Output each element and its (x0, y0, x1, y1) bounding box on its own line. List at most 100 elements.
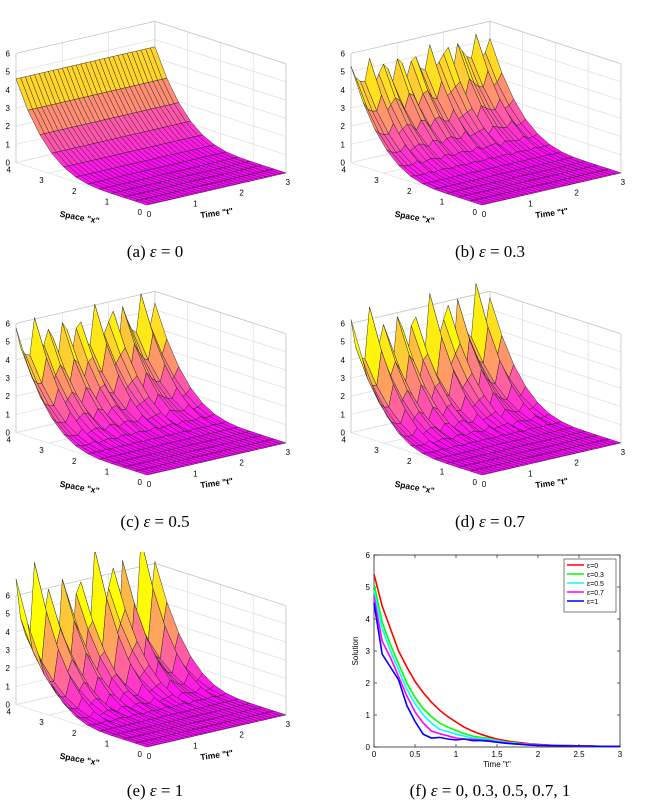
legend-label: ε=0.7 (587, 590, 604, 597)
x-tick-label: 1 (440, 197, 445, 206)
x-axis-label: Time "t" (483, 760, 511, 769)
x-tick-label: 4 (7, 436, 12, 445)
surface-mesh (350, 33, 622, 206)
x-tick-label: 0 (138, 478, 143, 487)
z-tick-label: 5 (341, 68, 346, 77)
x-tick-label: 3 (39, 176, 44, 185)
legend-label: ε=0.5 (587, 581, 604, 588)
x-axis-label: Space "x" (59, 209, 100, 226)
x-tick-label: 4 (7, 708, 12, 717)
caption-epsilon: ε (430, 781, 438, 800)
axis-edge (154, 562, 287, 607)
z-tick-label: 2 (6, 392, 11, 401)
legend-label: ε=1 (587, 599, 598, 606)
x-tick-label: 0 (138, 208, 143, 217)
z-tick-label: 0 (341, 429, 346, 438)
axis-edge (489, 290, 622, 335)
t-tick-label: 0 (482, 480, 487, 489)
series-line (373, 602, 620, 748)
t-tick-label: 1 (528, 469, 533, 478)
axis-edge (350, 290, 490, 324)
z-tick-label: 5 (6, 610, 11, 619)
t-axis-label: Time "t" (200, 206, 234, 220)
x-tick-label: 3 (374, 176, 379, 185)
z-tick-label: 4 (6, 356, 11, 365)
z-tick-label: 5 (6, 68, 11, 77)
line-chart-panel-f: 0 0.5 1 1.5 2 2.5 3 0 1 2 3 4 5 6 Time "t" Solution ε=0 ε… (340, 547, 640, 777)
surface-plot-b: 0123456012301234Solution "Y(t,x)"Time "t… (341, 20, 626, 226)
t-tick-label: 0 (147, 480, 152, 489)
y-tick-label: 3 (366, 647, 371, 656)
x-tick-label: 2 (407, 457, 412, 466)
x-tick-label: 2.5 (573, 750, 585, 759)
x-tick-label: 1 (105, 197, 110, 206)
x-tick-label: 0 (372, 750, 377, 759)
caption-epsilon: ε (143, 512, 151, 531)
legend-box (563, 558, 617, 613)
t-tick-label: 1 (193, 199, 198, 208)
t-axis-label: Time "t" (200, 748, 234, 762)
y-tick-label: 2 (366, 679, 371, 688)
x-tick-label: 4 (7, 166, 12, 175)
z-tick-label: 5 (6, 338, 11, 347)
t-tick-label: 2 (574, 459, 579, 468)
surface-plot-e: 0123456012301234Solution "Y(t,x)"Time "t… (6, 552, 291, 768)
x-tick-label: 4 (342, 166, 347, 175)
surface-panel-e: 0123456012301234Solution "Y(t,x)"Time "t… (5, 552, 305, 782)
caption-epsilon: ε (149, 242, 157, 261)
caption-epsilon: ε (149, 781, 157, 800)
t-tick-label: 2 (574, 189, 579, 198)
x-tick-label: 3 (39, 446, 44, 455)
y-axis-label: Solution (351, 637, 360, 666)
z-tick-label: 6 (341, 49, 346, 58)
caption-label: (c) (120, 512, 140, 531)
t-tick-label: 0 (147, 752, 152, 761)
z-tick-label: 1 (341, 410, 346, 419)
x-tick-label: 0 (473, 478, 478, 487)
caption-f: (f) ε = 0, 0.3, 0.5, 0.7, 1 (340, 781, 640, 801)
z-tick-label: 6 (6, 319, 11, 328)
surface-panel-a: 0123456012301234Solution "Y(t,x)"Time "t… (5, 10, 305, 240)
caption-b: (b) ε = 0.3 (340, 242, 640, 262)
legend-label: ε=0 (587, 563, 598, 570)
caption-value: = 0 (160, 242, 184, 261)
z-tick-label: 3 (6, 104, 11, 113)
axis-edge (154, 20, 287, 65)
t-tick-label: 3 (286, 178, 291, 187)
surface-patch (134, 741, 153, 748)
z-tick-label: 6 (6, 49, 11, 58)
caption-value: = 0.3 (489, 242, 526, 261)
caption-value: = 0.5 (154, 512, 190, 531)
t-tick-label: 1 (193, 741, 198, 750)
z-tick-label: 1 (6, 140, 11, 149)
t-tick-label: 1 (528, 199, 533, 208)
x-axis-label: Space "x" (394, 479, 435, 496)
y-tick-label: 5 (366, 583, 371, 592)
x-tick-label: 2 (72, 729, 77, 738)
surface-patch (469, 469, 488, 476)
surface-panel-c: 0123456012301234Solution "Y(t,x)"Time "t… (5, 280, 305, 510)
surface-patch (134, 199, 153, 206)
surface-mesh (15, 293, 287, 476)
legend-label: ε=0.3 (587, 572, 604, 579)
z-tick-label: 4 (341, 86, 346, 95)
z-tick-label: 3 (341, 374, 346, 383)
t-tick-label: 2 (239, 189, 244, 198)
t-tick-label: 0 (147, 210, 152, 219)
t-axis-label: Time "t" (200, 476, 234, 490)
y-tick-label: 1 (366, 711, 371, 720)
x-tick-label: 3 (618, 750, 623, 759)
axis-edge (15, 290, 155, 324)
x-axis-label: Space "x" (59, 751, 100, 768)
caption-e: (e) ε = 1 (5, 781, 305, 801)
caption-label: (a) (126, 242, 146, 261)
surface-mesh (350, 283, 622, 476)
x-tick-label: 4 (342, 436, 347, 445)
t-tick-label: 0 (482, 210, 487, 219)
z-tick-label: 0 (341, 159, 346, 168)
x-tick-label: 0 (473, 208, 478, 217)
x-tick-label: 3 (39, 718, 44, 727)
x-tick-label: 1.5 (491, 750, 503, 759)
x-tick-label: 2 (407, 187, 412, 196)
x-axis-label: Space "x" (59, 479, 100, 496)
